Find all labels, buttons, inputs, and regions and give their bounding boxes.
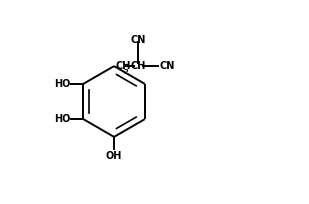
Text: HO: HO — [54, 114, 70, 124]
Text: HO: HO — [54, 78, 70, 88]
Text: CH: CH — [115, 61, 130, 71]
Text: 2: 2 — [123, 68, 128, 74]
Text: OH: OH — [106, 150, 122, 160]
Text: CH: CH — [131, 61, 146, 71]
Text: CN: CN — [159, 61, 175, 71]
Text: CN: CN — [131, 35, 146, 45]
